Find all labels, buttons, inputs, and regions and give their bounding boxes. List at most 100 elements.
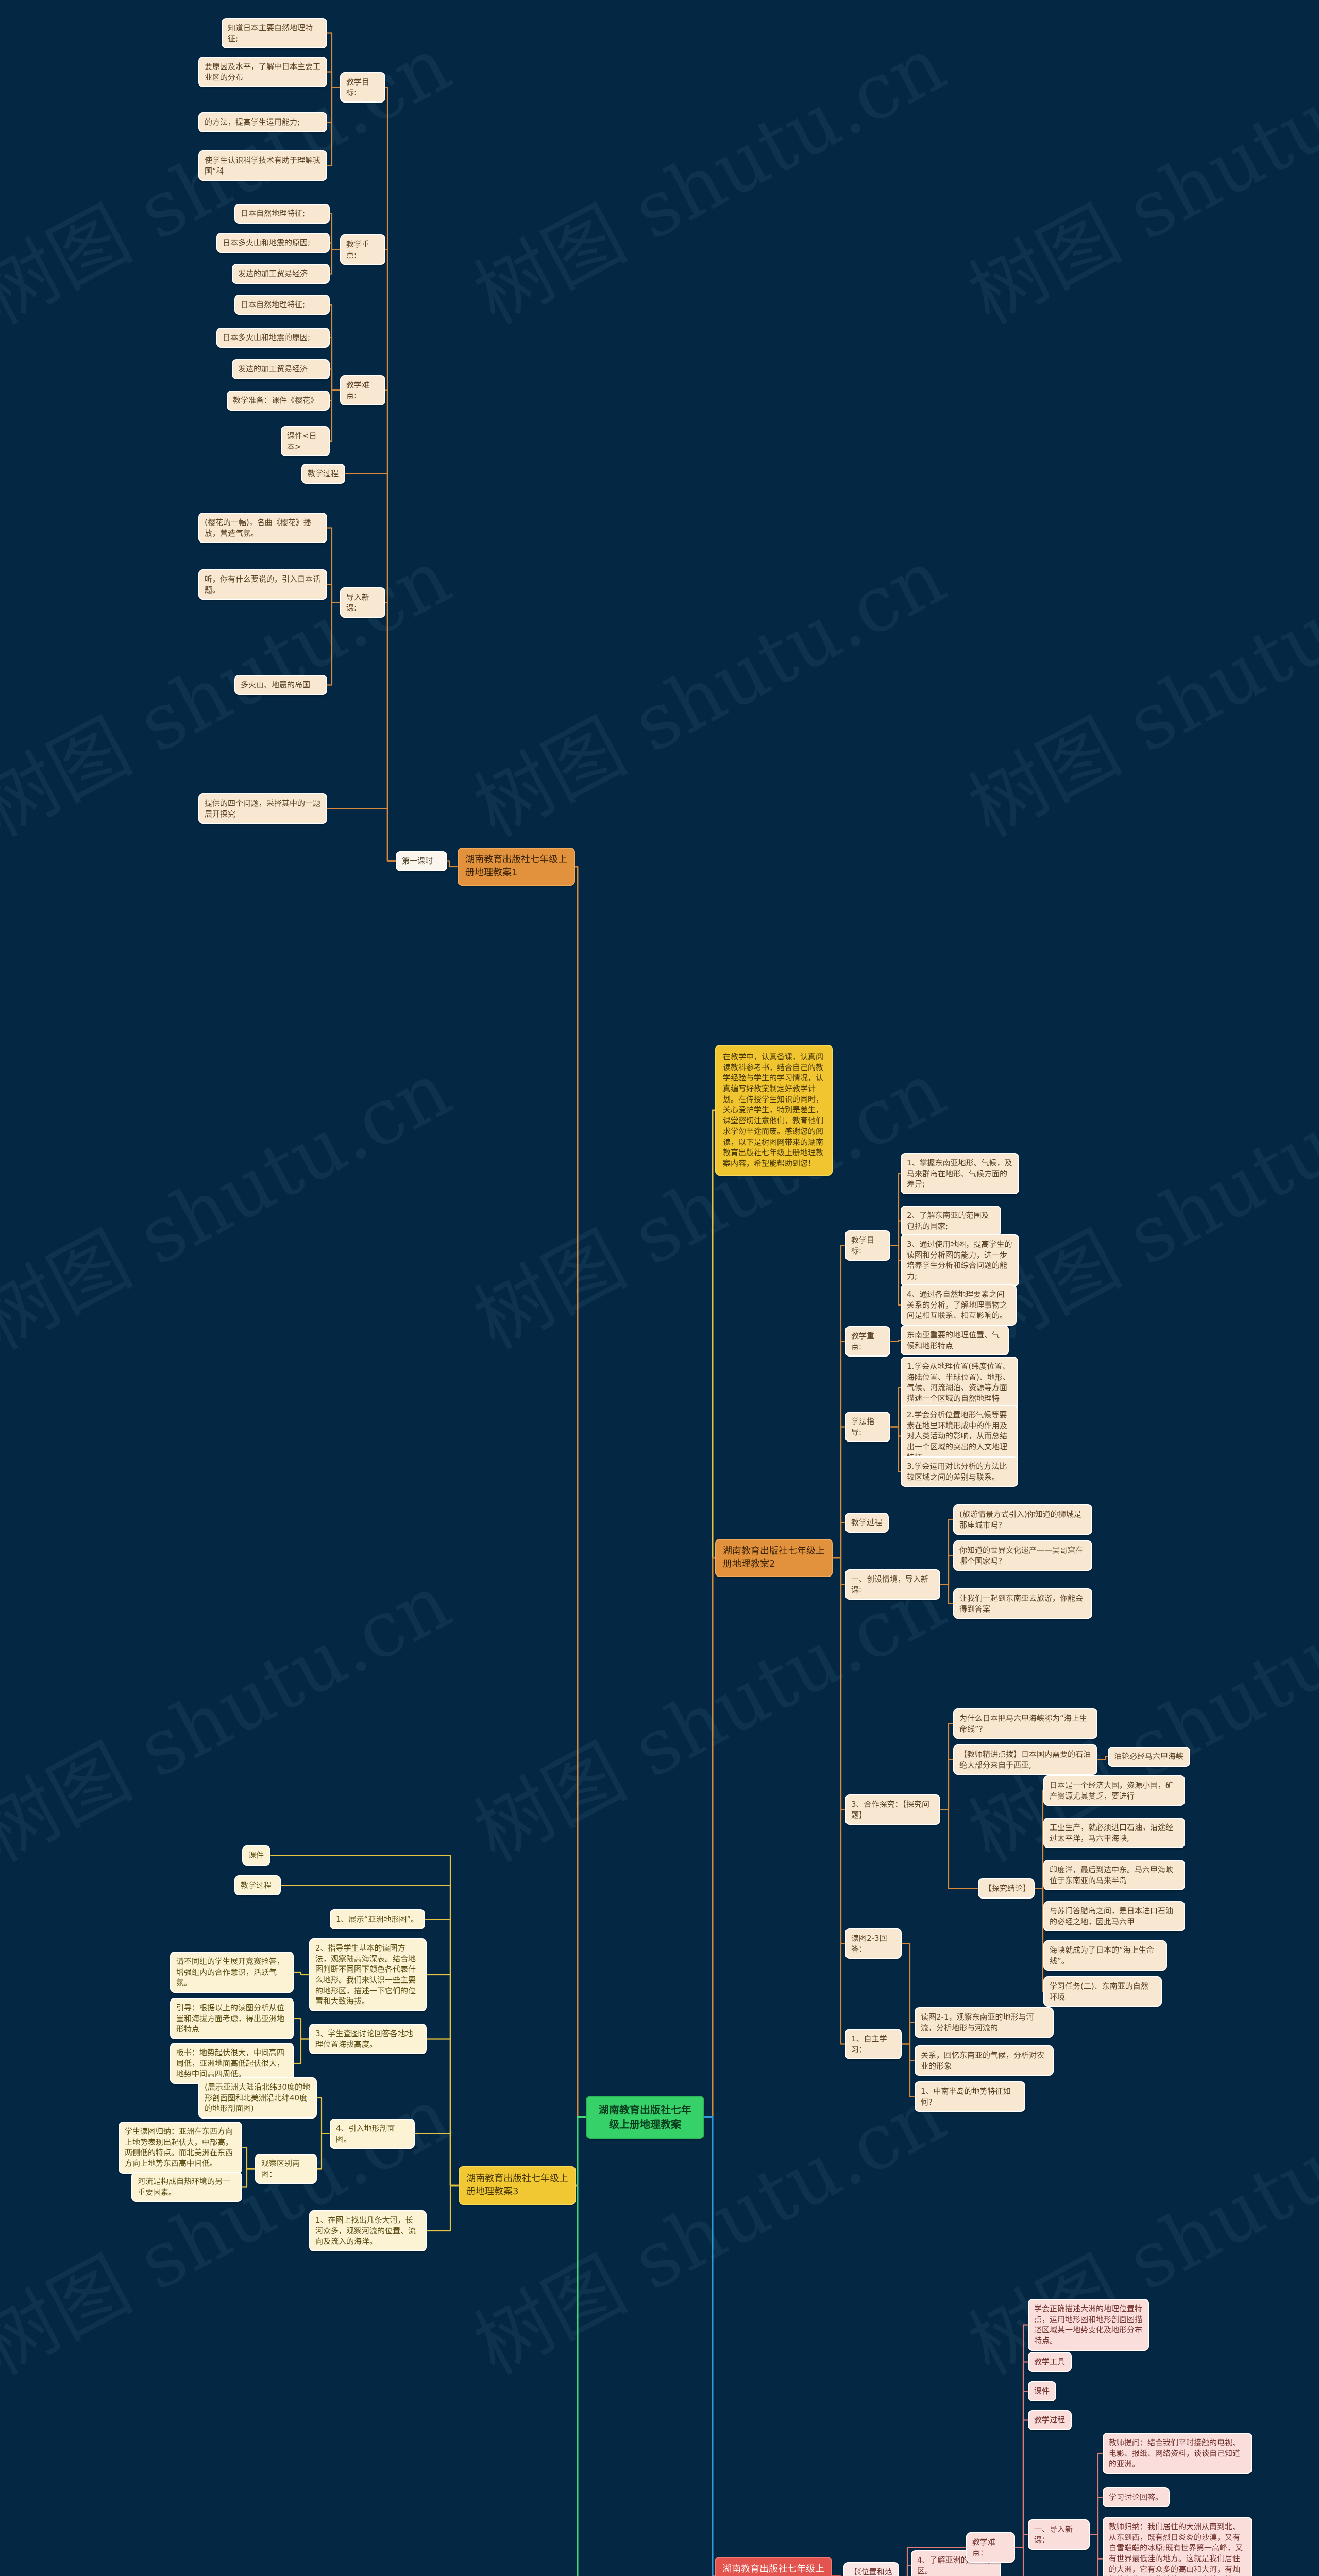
- branch-lesson-3[interactable]: 湖南教育出版社七年级上册地理教案3: [459, 2166, 576, 2205]
- leaf[interactable]: (旅游情景方式引入)你知道的狮城是那座城市吗?: [953, 1504, 1092, 1535]
- connector-line: [906, 2565, 912, 2576]
- leaf[interactable]: 东南亚重要的地理位置、气候和地形特点: [901, 1325, 1009, 1356]
- leaf[interactable]: 日本自然地理特征;: [234, 204, 330, 224]
- connector-line: [577, 2116, 587, 2576]
- leaf[interactable]: 工业生产，就必须进口石油，沿途经过太平洋，马六甲海峡,: [1043, 1818, 1185, 1849]
- leaf[interactable]: 引导：根据以上的读图分析从位置和海拔方面考虑，得出亚洲地形特点: [170, 1998, 294, 2040]
- leaf[interactable]: 1、在图上找出几条大河，长河众多，观察河流的位置、流向及流入的海洋。: [309, 2210, 427, 2252]
- section-cooperative-inquiry[interactable]: 3、合作探究：【探究问题】: [845, 1794, 940, 1825]
- leaf[interactable]: 知道日本主要自然地理特征;: [222, 18, 327, 49]
- leaf[interactable]: (樱花的一幅)，名曲《樱花》播放，营造气氛。: [198, 513, 327, 544]
- section-teaching-process[interactable]: 教学过程: [301, 464, 345, 484]
- leaf[interactable]: 你知道的世界文化遗产——吴哥窟在哪个国家吗?: [953, 1540, 1092, 1571]
- section-lead-in[interactable]: 一、导入新课：: [1028, 2519, 1090, 2550]
- leaf[interactable]: 教师归纳：我们居住的大洲从南到北、从东到西，既有烈日炎炎的沙漠，又有白雪皑皑的冰…: [1103, 2517, 1252, 2576]
- leaf[interactable]: 学生读图归纳：亚洲在东西方向上地势表现出起伏大，中部高，两侧低的特点。而北美洲在…: [119, 2122, 242, 2174]
- leaf[interactable]: 教学工具: [1028, 2352, 1072, 2372]
- leaf[interactable]: 读图2-1，观察东南亚的地形与河流，分析地形与河流的: [915, 2007, 1054, 2038]
- leaf[interactable]: 使学生认识科学技术有助于理解我国“科: [198, 150, 327, 181]
- connector-line: [1034, 1888, 1044, 1992]
- leaf[interactable]: 教学过程: [234, 1875, 281, 1895]
- leaf[interactable]: 4、引入地形剖面图。: [330, 2119, 415, 2149]
- branch-lesson-4[interactable]: 湖南教育出版社七年级上册地理教案4: [715, 2557, 832, 2576]
- leaf[interactable]: 学习任务(二)、东南亚的自然环境: [1043, 1976, 1162, 2007]
- leaf[interactable]: 观察区别两图：: [255, 2154, 317, 2184]
- section-lead-in[interactable]: 导入新课:: [340, 587, 385, 618]
- branch-lesson-1[interactable]: 湖南教育出版社七年级上册地理教案1: [458, 848, 575, 886]
- leaf[interactable]: 教师提问：结合我们平时接触的电视、电影、报纸、网络资料，谈谈自己知道的亚洲。: [1103, 2433, 1252, 2475]
- leaf[interactable]: 河流是构成自热环境的另一重要因素。: [131, 2172, 242, 2202]
- leaf[interactable]: 为什么日本把马六甲海峡称为“海上生命线”?: [953, 1708, 1097, 1739]
- leaf[interactable]: (展示亚洲大陆沿北纬30度的地形剖面图和北美洲沿北纬40度的地形剖面图): [198, 2077, 317, 2119]
- leaf[interactable]: 日本多火山和地震的原因;: [216, 233, 330, 253]
- node-lesson-period[interactable]: 第一课时: [396, 851, 447, 871]
- leaf[interactable]: 课件: [1028, 2381, 1056, 2401]
- connector-line: [832, 1426, 846, 1559]
- connector-line: [1089, 2534, 1104, 2560]
- leaf[interactable]: 1、中南半岛的地势特征如何?: [915, 2081, 1025, 2112]
- leaf[interactable]: 2、指导学生基本的读图方法，观察陆高海深表。结合地图判断不同图下颜色各代表什么地…: [309, 1938, 427, 2012]
- leaf[interactable]: 发达的加工贸易经济: [232, 264, 330, 284]
- leaf[interactable]: 日本自然地理特征;: [234, 295, 330, 315]
- leaf[interactable]: 日本是一个经济大国，资源小国，矿产资源尤其贫乏，要进行: [1043, 1775, 1185, 1806]
- node-lesson-title[interactable]: 【《位置和范围》】: [843, 2562, 899, 2576]
- leaf[interactable]: 请不同组的学生展开竞赛抢答，增强组内的合作意识，活跃气氛。: [170, 1952, 294, 1993]
- connector-line: [329, 249, 341, 275]
- leaf[interactable]: 学会正确描述大洲的地理位置特点，运用地形图和地形剖面图描述区域某一地势变化及地形…: [1028, 2299, 1149, 2351]
- leaf[interactable]: 1、掌握东南亚地形、气候，及马来群岛在地形、气候方面的差异;: [901, 1153, 1019, 1195]
- section-study-guide[interactable]: 学法指导:: [845, 1412, 890, 1443]
- section-read-map[interactable]: 读图2-3回答：: [845, 1928, 902, 1959]
- connector-line: [326, 602, 341, 686]
- section-teaching-goal[interactable]: 教学目标:: [340, 72, 385, 103]
- leaf[interactable]: 课件<日本>: [281, 426, 330, 457]
- central-topic[interactable]: 湖南教育出版社七年级上册地理教案: [586, 2096, 704, 2139]
- section-teaching-key[interactable]: 教学重点:: [845, 1326, 890, 1357]
- leaf[interactable]: 3、学生查图讨论回答各地地理位置海拔高度。: [309, 2024, 427, 2055]
- leaf[interactable]: 让我们一起到东南亚去旅游，你能会得到答案: [953, 1588, 1092, 1619]
- leaf[interactable]: 教学准备：课件《樱花》: [227, 391, 330, 411]
- section-teaching-difficulty[interactable]: 教学难点:: [340, 375, 385, 406]
- leaf[interactable]: 关系，回忆东南亚的气候，分析对农业的形象: [915, 2045, 1054, 2076]
- connector-line: [1014, 2419, 1029, 2548]
- leaf[interactable]: 油轮必经马六甲海峡: [1108, 1747, 1190, 1767]
- leaf[interactable]: 4、通过各自然地理要素之间关系的分析，了解地理事物之间是相互联系、相互影响的。: [901, 1284, 1017, 1326]
- leaf[interactable]: 1、展示“亚洲地形图”。: [330, 1909, 425, 1929]
- section-teaching-difficulty[interactable]: 教学难点：: [966, 2532, 1015, 2563]
- leaf[interactable]: 【教师精讲点拨】日本国内需要的石油绝大部分来自于西亚,: [953, 1744, 1097, 1775]
- leaf[interactable]: 日本多火山和地震的原因;: [216, 328, 330, 348]
- leaf[interactable]: 多火山、地震的岛国: [234, 675, 327, 695]
- leaf[interactable]: 提供的四个问题，采择其中的一题展开探究: [198, 793, 327, 824]
- leaf[interactable]: 3、通过使用地图，提高学生的读图和分析图的能力，进一步培养学生分析和综合问题的能…: [901, 1234, 1019, 1286]
- branch-lesson-2[interactable]: 湖南教育出版社七年级上册地理教案2: [715, 1539, 833, 1577]
- connector-line: [241, 2147, 256, 2170]
- leaf[interactable]: 2、了解东南亚的范围及包括的国家;: [901, 1206, 1001, 1236]
- leaf[interactable]: 3.学会运用对比分析的方法比较区域之间的差别与联系。: [901, 1456, 1018, 1487]
- branch-intro-note[interactable]: 在教学中，认真备课，认真阅读教科参考书，结合自己的教学经验与学生的学习情况，认真…: [715, 1045, 833, 1176]
- connector-line: [329, 242, 341, 250]
- section-inquiry-conclusion[interactable]: 【探究结论】: [978, 1878, 1035, 1899]
- leaf[interactable]: 听，你有什么要说的，引入日本话题。: [198, 569, 327, 600]
- leaf[interactable]: 学习讨论回答。: [1103, 2487, 1170, 2507]
- leaf[interactable]: 海峡就成为了日本的“海上生命线”。: [1043, 1940, 1167, 1971]
- section-teaching-goal[interactable]: 教学目标:: [845, 1230, 890, 1261]
- connector-line: [832, 1245, 846, 1559]
- leaf[interactable]: 印度洋，最后到达中东。马六甲海峡位于东南亚的马来半岛: [1043, 1860, 1185, 1891]
- section-self-study[interactable]: 1、自主学习：: [845, 2029, 902, 2060]
- connector-line: [832, 1522, 846, 1559]
- connector-line: [414, 2133, 460, 2187]
- leaf[interactable]: 课件: [242, 1845, 270, 1866]
- section-lead-in[interactable]: 一、创设情境，导入新课:: [845, 1569, 940, 1600]
- connector-line: [832, 1557, 846, 1585]
- section-teaching-process[interactable]: 教学过程: [845, 1513, 889, 1533]
- connector-line: [939, 1759, 954, 1810]
- leaf[interactable]: 的方法，提高学生运用能力;: [198, 112, 327, 132]
- leaf[interactable]: 与苏门答腊岛之间，是日本进口石油的必经之地，因此马六甲: [1043, 1901, 1185, 1932]
- connector-line: [832, 1557, 846, 1810]
- leaf[interactable]: 发达的加工贸易经济: [232, 359, 330, 379]
- connector-line: [832, 1341, 846, 1559]
- connector-line: [1014, 2547, 1024, 2576]
- leaf[interactable]: 教学过程: [1028, 2410, 1072, 2430]
- section-teaching-key[interactable]: 教学重点:: [340, 234, 385, 265]
- leaf[interactable]: 要原因及水平，了解中日本主要工业区的分布: [198, 57, 327, 88]
